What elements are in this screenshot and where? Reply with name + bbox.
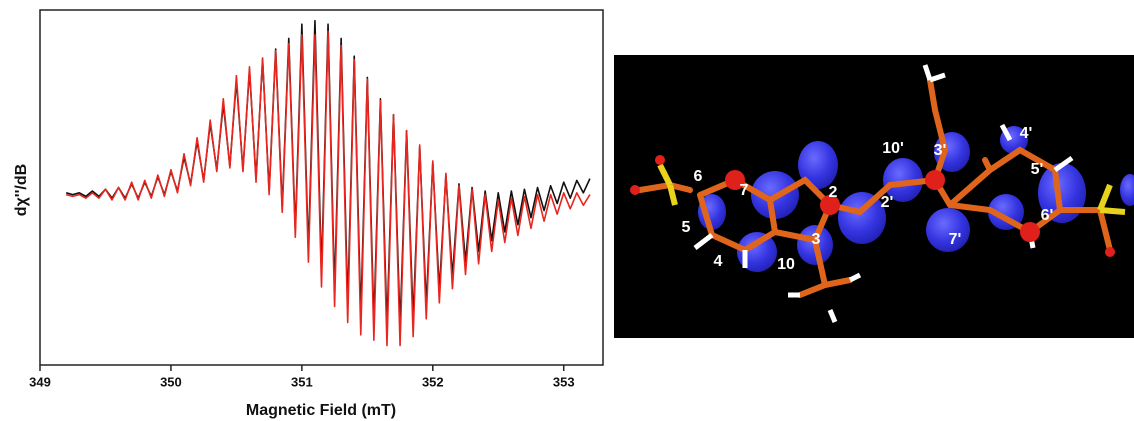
atom-label: 4	[714, 253, 723, 270]
atom-label: 2'	[881, 194, 894, 211]
molecule	[630, 64, 1134, 323]
x-axis-label: Magnetic Field (mT)	[246, 402, 396, 419]
atom-label: 10'	[882, 140, 904, 157]
plot: 349 350 351 352 353	[29, 19, 591, 389]
atom-label: 2	[829, 184, 838, 201]
atom-label: 10	[777, 256, 795, 273]
atom-label: 7'	[949, 231, 962, 248]
structure-image: 6 7 5 4 10 3 2 2' 10' 3' 4' 5' 6' 7'	[614, 55, 1134, 338]
atom-label: 3'	[934, 142, 947, 159]
atom-label: 5	[682, 219, 691, 236]
atom-label: 7	[740, 182, 749, 199]
spectrum-line	[65, 30, 591, 347]
atom-label: 3	[812, 231, 821, 248]
atom-label: 6'	[1041, 207, 1054, 224]
atom-label: 6	[694, 168, 703, 185]
atom-label: 5'	[1031, 161, 1044, 178]
x-tick-label: 349	[29, 374, 51, 389]
spectrum-line	[65, 19, 591, 327]
x-tick-label: 351	[291, 374, 313, 389]
plot-frame	[39, 9, 604, 366]
x-tick-label: 352	[422, 374, 444, 389]
x-tick-label: 353	[553, 374, 575, 389]
y-axis-label: dχ''/dB	[13, 164, 30, 216]
x-tick-label: 350	[160, 374, 182, 389]
atom-label: 4'	[1020, 125, 1033, 142]
